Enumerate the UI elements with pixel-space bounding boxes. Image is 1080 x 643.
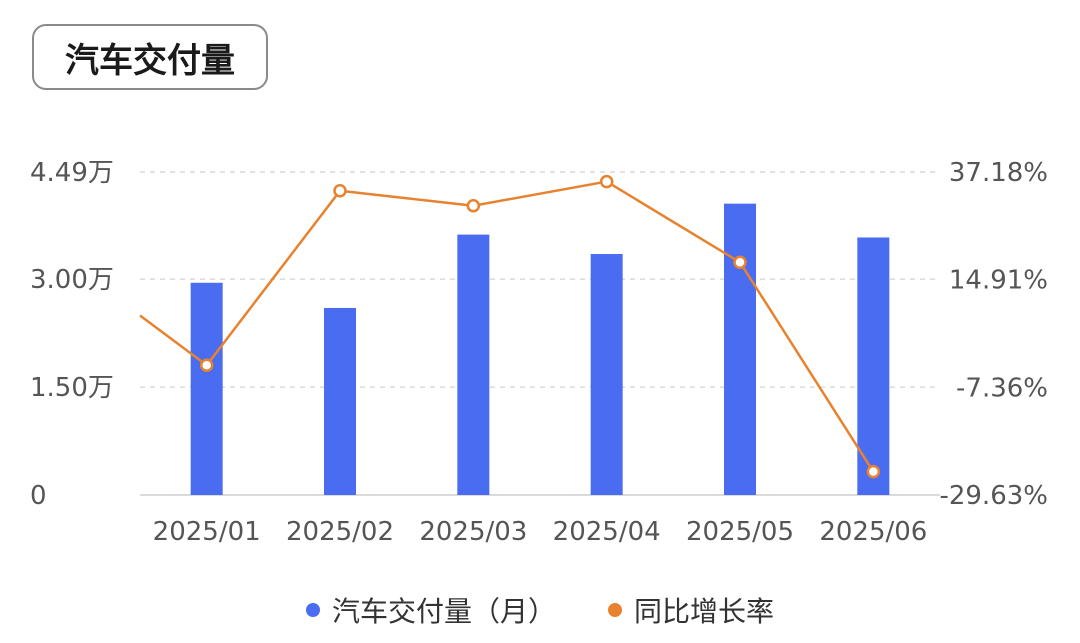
- y-left-tick-label: 0: [30, 481, 47, 511]
- bar: [590, 254, 623, 495]
- chart-canvas: 0 1.50万 3.00万 4.49万 -29.63% -7.36% 14.91% 37.18…: [30, 158, 1048, 547]
- legend-label-deliveries: 汽车交付量（月）: [331, 595, 556, 628]
- growth-point: [599, 174, 614, 189]
- growth-point: [333, 184, 347, 198]
- bar: [324, 307, 356, 495]
- y-right-tick-label: 37.18%: [949, 158, 1048, 188]
- y-right-tick-label: 14.91%: [949, 266, 1048, 296]
- growth-point: [733, 255, 747, 270]
- bar: [457, 234, 490, 495]
- x-tick-label: 2025/02: [286, 517, 394, 547]
- legend-swatch-growth: [608, 603, 622, 617]
- bar: [190, 282, 223, 495]
- y-left-tick-label: 4.49万: [30, 158, 114, 188]
- y-left-tick-label: 1.50万: [30, 373, 114, 403]
- x-tick-label: 2025/05: [686, 517, 794, 547]
- x-tick-label: 2025/04: [553, 517, 661, 547]
- legend: 汽车交付量（月） 同比增长率: [0, 588, 1080, 632]
- growth-line: [139, 180, 875, 473]
- x-tick-label: 2025/03: [419, 517, 527, 547]
- bar: [724, 203, 756, 495]
- legend-swatch-deliveries: [305, 603, 320, 617]
- y-right-tick-label: -7.36%: [956, 373, 1048, 403]
- bar: [857, 237, 890, 495]
- x-tick-label: 2025/06: [819, 517, 927, 547]
- legend-item-growth[interactable]: 同比增长率: [608, 590, 774, 630]
- chart-title: 汽车交付量: [32, 24, 268, 90]
- legend-item-deliveries[interactable]: 汽车交付量（月）: [305, 590, 556, 630]
- x-tick-label: 2025/01: [153, 517, 261, 547]
- y-left-tick-label: 3.00万: [30, 265, 114, 295]
- growth-point: [199, 358, 214, 373]
- legend-label-growth: 同比增长率: [634, 595, 775, 628]
- growth-point: [466, 198, 481, 213]
- y-right-tick-label: -29.63%: [939, 481, 1048, 511]
- growth-point: [866, 464, 881, 479]
